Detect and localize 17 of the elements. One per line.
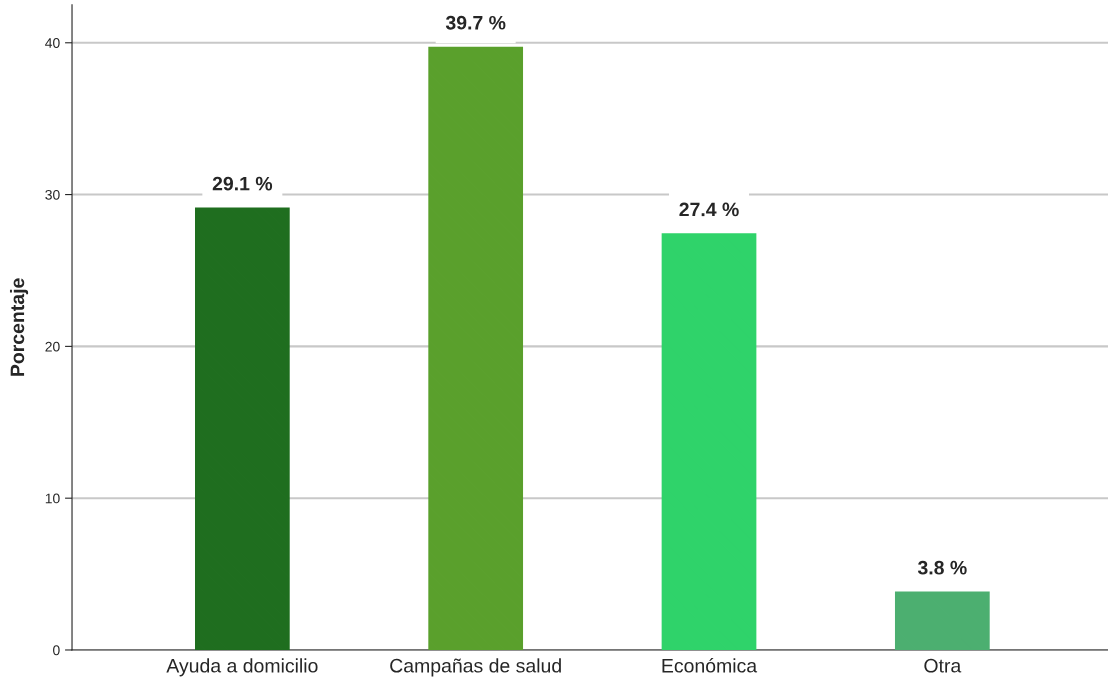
bar [894, 591, 990, 650]
y-tick-label: 30 [45, 189, 60, 200]
bar [194, 207, 290, 650]
data-label: 27.4 % [679, 202, 739, 217]
data-label: 29.1 % [212, 176, 273, 191]
data-label: 39.7 % [445, 15, 506, 30]
bar [661, 233, 757, 650]
y-tick-label: 40 [45, 38, 60, 48]
x-tick-label: Ayuda a domicilio [166, 658, 318, 677]
x-tick-label: Económica [662, 658, 758, 673]
y-axis-title: Porcentaje [9, 278, 29, 376]
x-tick-label: Otra [924, 658, 962, 673]
data-label: 3.8 % [917, 560, 967, 575]
y-tick-label: 20 [45, 341, 60, 352]
y-tick-label: 10 [45, 493, 60, 504]
x-tick-label: Campañas de salud [390, 658, 561, 677]
y-tick-label: 0 [53, 645, 60, 656]
